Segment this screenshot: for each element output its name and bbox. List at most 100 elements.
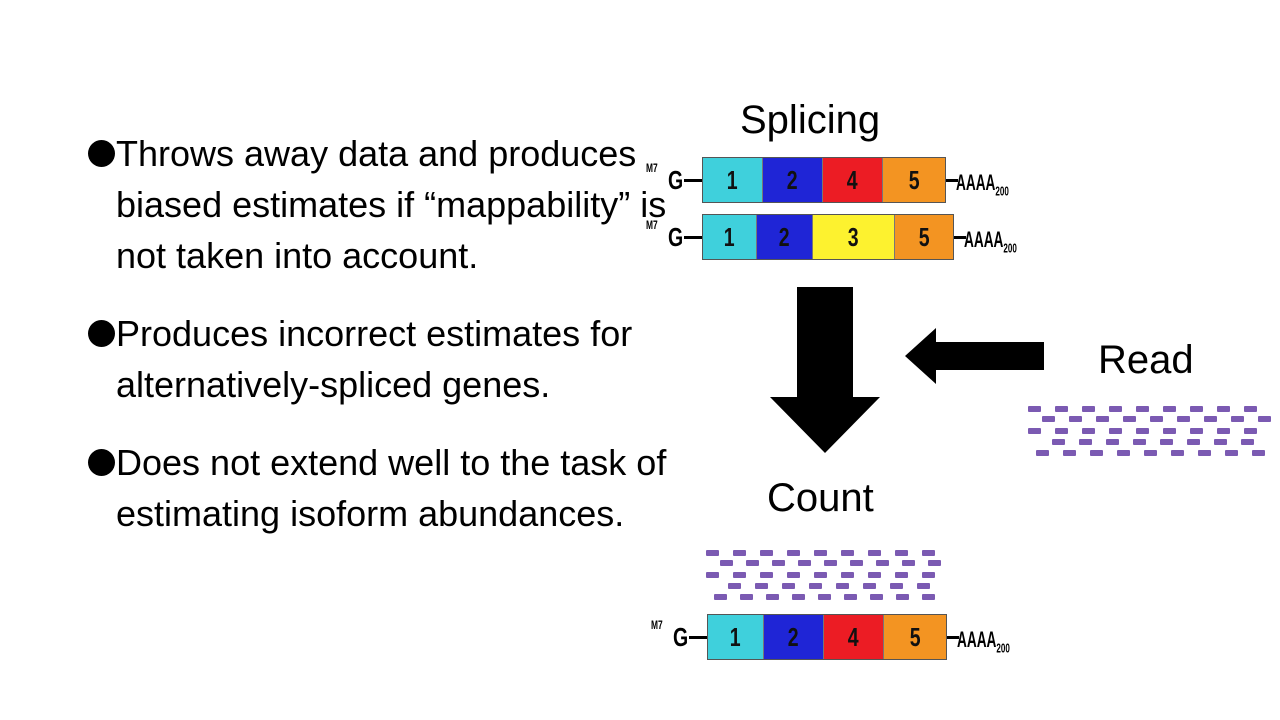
exon-number-label: 5 [918,221,930,252]
read-dash [922,594,935,600]
read-dash [917,583,930,589]
read-dash [1055,428,1068,434]
exon-number-label: 1 [727,164,738,195]
exon-number-label: 2 [779,221,790,252]
read-dash [814,550,827,556]
read-dash [841,572,854,578]
read-dash [836,583,849,589]
read-dash [1055,406,1068,412]
leader-line [689,636,707,639]
exon-number-label: 2 [788,621,799,652]
isoform-transcript: M7 G 1 2 4 5 AAAA200 [646,157,1036,203]
bullet-text: Produces incorrect estimates for alterna… [116,313,633,405]
read-dash [902,560,915,566]
read-dash [1042,416,1055,422]
exon-4: 4 [824,615,884,659]
read-dash [895,572,908,578]
exon-number-label: 5 [909,621,921,652]
read-dash [1187,439,1200,445]
count-label: Count [767,476,874,520]
exon-number-label: 1 [724,221,735,252]
read-dash [1052,439,1065,445]
read-dash [1136,406,1149,412]
read-dash [1028,428,1041,434]
read-dash [798,560,811,566]
exon-1: 1 [708,615,764,659]
exon-number-label: 2 [787,164,798,195]
short-reads-cluster [1024,406,1274,458]
read-dash [1109,428,1122,434]
read-dash [1028,406,1041,412]
read-dash [922,572,935,578]
read-dash [841,550,854,556]
cap-letter-label: G [668,222,684,252]
polya-tail-label: AAAA200 [964,227,1017,256]
tail-line [946,179,958,182]
read-dash [1231,416,1244,422]
polya-tail-label: AAAA200 [957,627,1010,656]
read-dash [818,594,831,600]
read-dash [706,550,719,556]
read-dash [728,583,741,589]
isoform-transcript: M7 G 1 2 4 5 AAAA200 [651,614,1041,660]
exon-5: 5 [884,615,946,659]
read-dash [814,572,827,578]
read-dash [896,594,909,600]
read-dash [1171,450,1184,456]
read-dash [772,560,785,566]
read-dash [844,594,857,600]
read-dash [706,572,719,578]
read-dash [1225,450,1238,456]
bullet-item: Does not extend well to the task of esti… [88,437,668,539]
read-dash [760,572,773,578]
read-dash [740,594,753,600]
read-dash [850,560,863,566]
exon-block: 1 2 3 5 [702,214,954,260]
read-dash [1082,406,1095,412]
read-dash [1258,416,1271,422]
read-dash [922,550,935,556]
read-dash [1117,450,1130,456]
exon-number-label: 4 [848,621,859,652]
bullet-dot-icon [88,320,115,347]
read-dash [863,583,876,589]
read-dash [1090,450,1103,456]
exon-1: 1 [703,158,763,202]
left-arrow-icon [905,328,1044,384]
read-dash [876,560,889,566]
exon-1: 1 [703,215,757,259]
read-dash [720,560,733,566]
read-dash [1106,439,1119,445]
read-dash [782,583,795,589]
cap-prefix-label: M7 [651,618,663,632]
read-dash [1198,450,1211,456]
read-dash [714,594,727,600]
read-dash [1177,416,1190,422]
cap-letter-label: G [673,622,689,652]
read-dash [1133,439,1146,445]
read-dash [766,594,779,600]
bullet-item: Throws away data and produces biased est… [88,128,668,281]
bullet-dot-icon [88,140,115,167]
read-dash [1082,428,1095,434]
read-dash [1241,439,1254,445]
exon-4: 4 [823,158,883,202]
exon-block: 1 2 4 5 [702,157,946,203]
tail-line [947,636,959,639]
read-dash [1144,450,1157,456]
read-dash [868,572,881,578]
read-dash [1252,450,1265,456]
read-dash [1217,428,1230,434]
read-dash [760,550,773,556]
cap-prefix-label: M7 [646,161,658,175]
read-dash [1163,406,1176,412]
read-dash [1136,428,1149,434]
read-dash [868,550,881,556]
read-dash [1063,450,1076,456]
exon-2: 2 [764,615,824,659]
read-label: Read [1098,338,1194,382]
read-dash [1214,439,1227,445]
read-dash [809,583,822,589]
read-dash [1244,428,1257,434]
read-dash [1190,406,1203,412]
